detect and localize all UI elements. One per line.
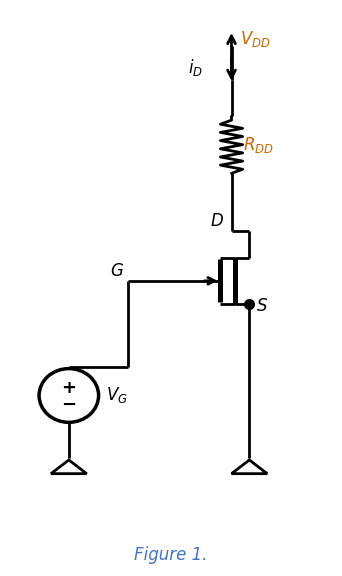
Text: +: + <box>61 378 76 397</box>
Text: $R_{DD}$: $R_{DD}$ <box>242 135 274 155</box>
Text: $i_D$: $i_D$ <box>188 57 203 78</box>
Text: $V_G$: $V_G$ <box>106 385 128 406</box>
Text: $S$: $S$ <box>256 297 268 315</box>
Text: −: − <box>61 396 76 414</box>
Text: $G$: $G$ <box>109 262 123 280</box>
Text: $V_{DD}$: $V_{DD}$ <box>240 29 271 49</box>
Text: $D$: $D$ <box>210 211 224 230</box>
Text: Figure 1.: Figure 1. <box>134 546 208 564</box>
